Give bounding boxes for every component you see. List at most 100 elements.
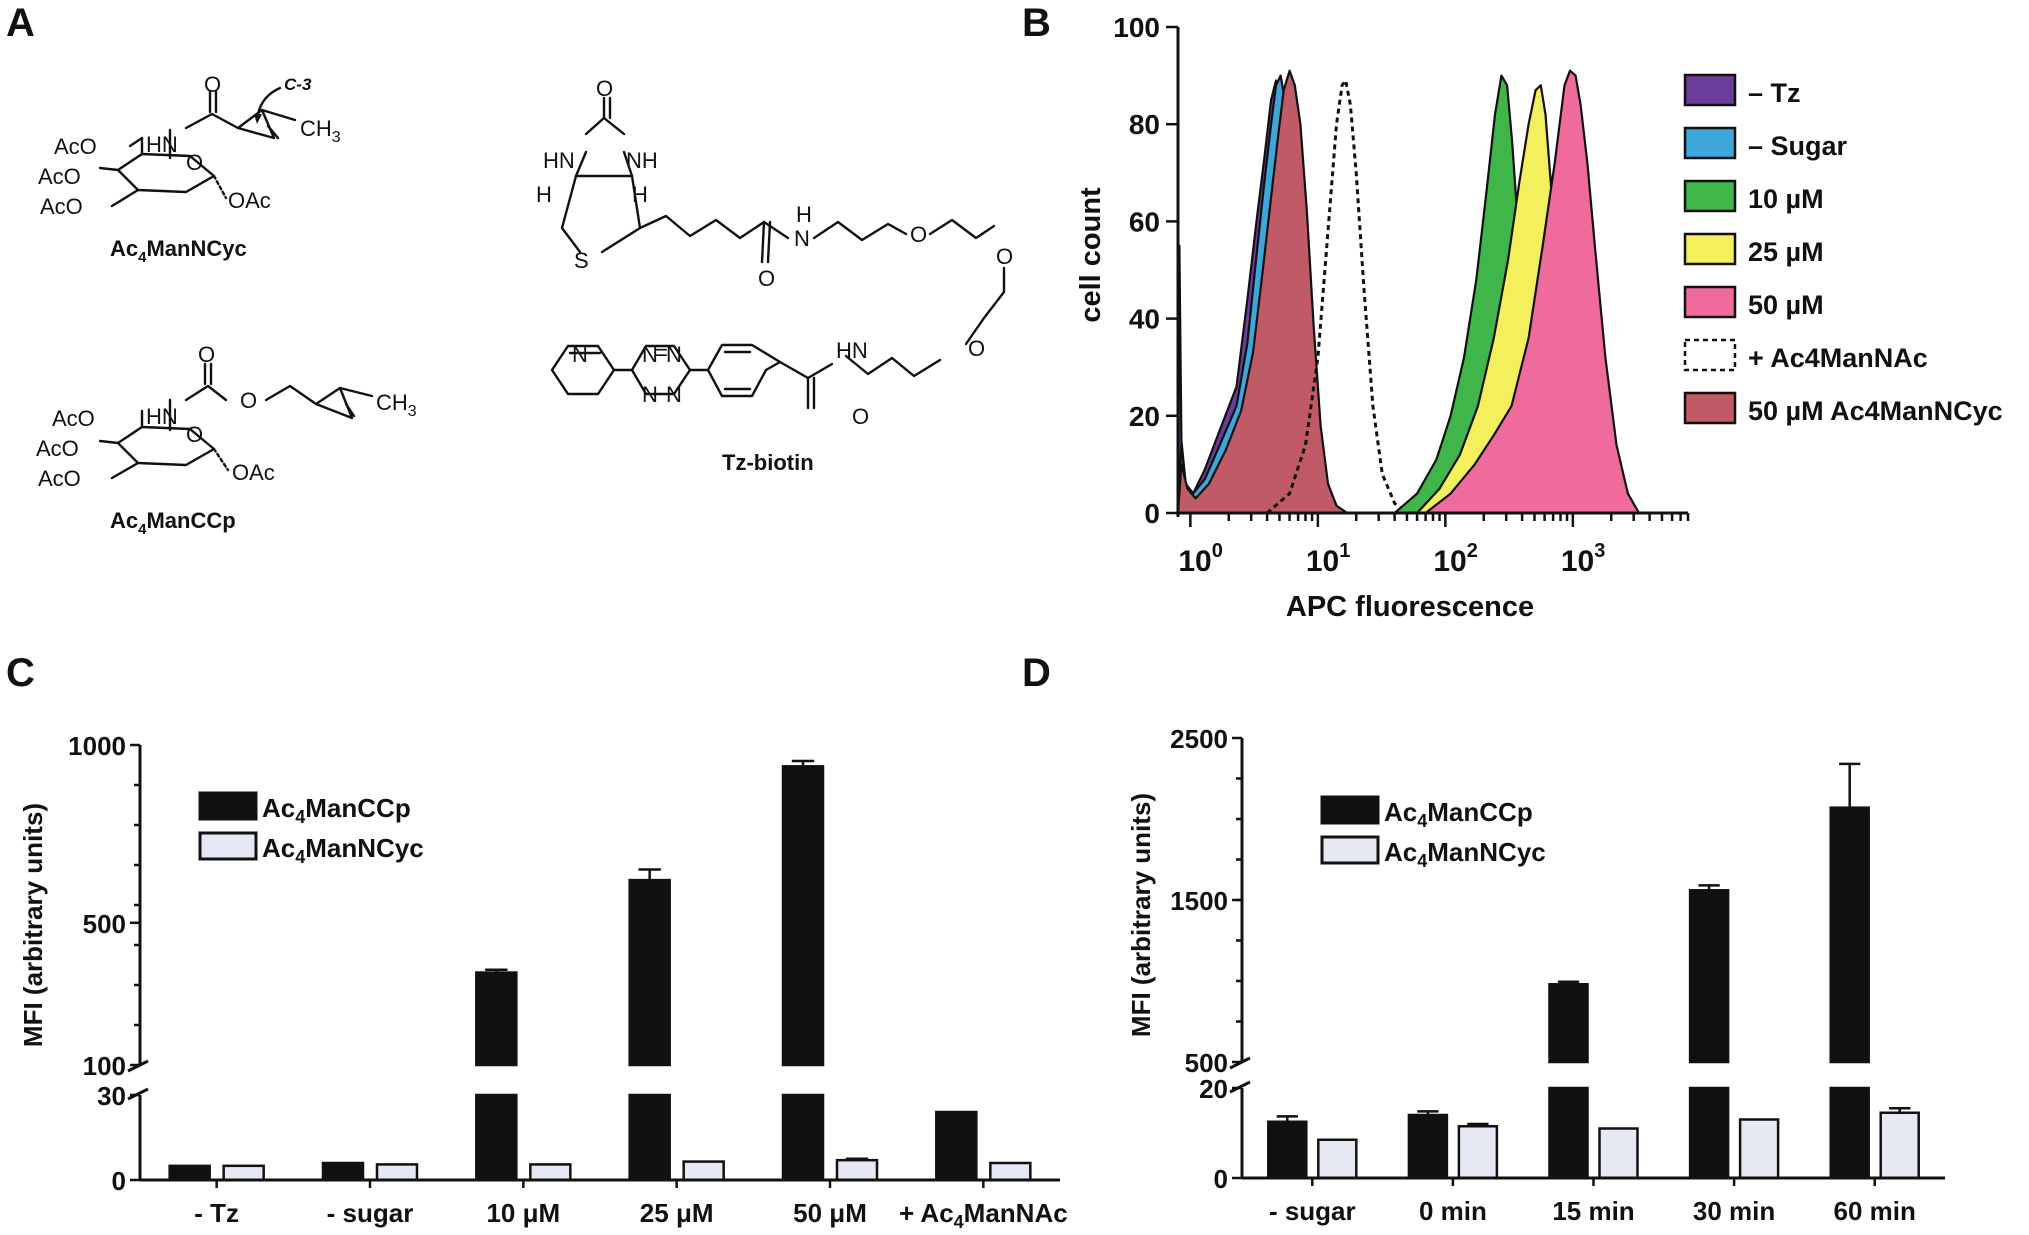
legend-swatch-1: [198, 831, 258, 861]
flow-histogram: 0 20 40 60 80 100 100 101 102 103 APC fluorescence…: [1075, 12, 2003, 623]
y-tick-label-0: 0: [1144, 498, 1160, 529]
y-tick-label-0: 0: [112, 1166, 126, 1196]
bar-0-5: [935, 1110, 978, 1182]
tz-name: Tz-biotin: [722, 450, 814, 475]
x-tick-label-3: 103: [1561, 540, 1606, 578]
cyc-ch3: CH3: [300, 116, 341, 146]
tz-h-1: H: [536, 182, 552, 207]
x-tick-label-2: 15 min: [1552, 1196, 1634, 1226]
tz-hn-1: HN: [543, 148, 575, 173]
y-tick-label-2: 40: [1129, 304, 1160, 335]
y-tick-label-2: 100: [83, 1051, 126, 1081]
ccp-aco-2: AcO: [36, 436, 79, 461]
legend-swatch-0: [1683, 73, 1737, 107]
legend-swatch-1: [1320, 835, 1380, 865]
bar-0-3-lower: [1688, 1086, 1730, 1180]
ccp-o-carbonyl: O: [198, 342, 215, 367]
cyc-name: Ac4ManNCyc: [110, 236, 247, 266]
legend-label-2: 10 µM: [1748, 184, 1824, 214]
bar-1-5: [989, 1161, 1032, 1182]
cyc-oac: OAc: [228, 188, 271, 213]
y-tick-label-1: 20: [1199, 1074, 1228, 1104]
cyc-aco-3: AcO: [40, 194, 83, 219]
legend-label-3: 25 µM: [1748, 237, 1824, 267]
y-tick-label-5: 100: [1113, 12, 1160, 43]
bar-0-4-lower: [1829, 1086, 1870, 1180]
ccp-hn: HN: [146, 404, 178, 429]
histogram-legend: – Tz – Sugar 10 µM 25 µM 50 µM + Ac4ManNAc 50 …: [1683, 73, 2003, 426]
ccp-name: Ac4ManCCp: [110, 508, 236, 538]
x-tick-label-2: 102: [1433, 540, 1478, 578]
x-tick-label-4: 60 min: [1834, 1196, 1916, 1226]
cyc-hn: HN: [146, 132, 178, 157]
x-axis-title: APC fluorescence: [1286, 591, 1534, 623]
tz-h-amide: H: [796, 202, 812, 227]
tz-nh-1: NH: [626, 148, 658, 173]
histogram-series-6: [1424, 69, 1641, 515]
structure-tz-biotin: HN NH H H S O O H N O O O HN O N N N = N…: [536, 76, 1013, 475]
legend-swatch-3: [1683, 232, 1737, 266]
tz-double-bond: =: [655, 340, 668, 365]
bar-1-2: [1598, 1127, 1639, 1180]
bar-series-group: [1267, 762, 1920, 1180]
bar-1-0: [1317, 1138, 1358, 1180]
bar-1-4: [835, 1158, 879, 1182]
bar-legend: Ac4ManCCp Ac4ManNCyc: [198, 791, 424, 867]
tz-n-4: N: [666, 382, 682, 407]
legend-swatch-0: [198, 791, 258, 821]
bar-0-2-upper: [475, 971, 518, 1067]
bar-1-3: [682, 1160, 725, 1182]
histogram-series-3: [1266, 76, 1408, 515]
histogram-series-2: [1176, 69, 1349, 515]
cyc-aco-1: AcO: [54, 134, 97, 159]
cyc-o-ring: O: [186, 150, 203, 175]
tz-n-3: N: [642, 382, 658, 407]
y-tick-label-1: 30: [97, 1081, 126, 1111]
structure-ac4manncyc: AcO AcO AcO OAc HN O O C-3 CH3 Ac4ManNCy…: [38, 72, 341, 266]
bar-0-0: [168, 1164, 211, 1182]
ccp-oac: OAc: [232, 460, 275, 485]
y-tick-label-4: 1000: [68, 731, 126, 761]
tz-o-amide-1: O: [758, 266, 775, 291]
legend-label-0: – Tz: [1748, 78, 1801, 108]
bar-1-3: [1738, 1118, 1780, 1180]
bar-1-1: [1457, 1125, 1499, 1180]
ccp-ch3: CH3: [376, 390, 417, 420]
tz-o-ether-2: O: [996, 244, 1013, 269]
x-tick-label-4: 50 μM: [793, 1198, 867, 1228]
bar-0-4-upper: [1829, 806, 1870, 1064]
cyc-aco-2: AcO: [38, 164, 81, 189]
y-axis-title: cell count: [1075, 187, 1107, 323]
tz-n-2: N: [666, 342, 682, 367]
x-tick-label-0: - sugar: [1269, 1196, 1356, 1226]
bar-0-1: [1407, 1113, 1449, 1180]
legend-swatch-4: [1683, 285, 1737, 319]
panel-letter-d: D: [1022, 651, 1051, 695]
legend-label-1: Ac4ManNCyc: [1384, 837, 1546, 871]
tz-o-urea: O: [596, 76, 613, 101]
tz-o-amide-2: O: [852, 404, 869, 429]
tz-n-amide: N: [794, 226, 810, 251]
bar-0-2-lower: [475, 1093, 518, 1182]
bar-0-2-lower: [1548, 1086, 1589, 1180]
bar-1-0: [222, 1164, 265, 1182]
x-tick-label-2: 10 μM: [486, 1198, 560, 1228]
ccp-o-link: O: [240, 388, 257, 413]
tz-h-2: H: [632, 182, 648, 207]
legend-label-1: – Sugar: [1748, 131, 1848, 161]
bar-0-3-upper: [628, 878, 671, 1067]
tz-hn-2: HN: [836, 338, 868, 363]
bar-legend: Ac4ManCCp Ac4ManNCyc: [1320, 795, 1546, 871]
x-tick-label-1: - sugar: [327, 1198, 414, 1228]
tz-n-1: N: [642, 342, 658, 367]
ccp-aco-1: AcO: [52, 406, 95, 431]
panel-letter-b: B: [1022, 1, 1051, 45]
cyc-c3-label: C-3: [284, 75, 312, 94]
panel-letter-a: A: [6, 1, 35, 45]
legend-swatch-2: [1683, 179, 1737, 213]
legend-label-5: + Ac4ManNAc: [1748, 343, 1928, 373]
